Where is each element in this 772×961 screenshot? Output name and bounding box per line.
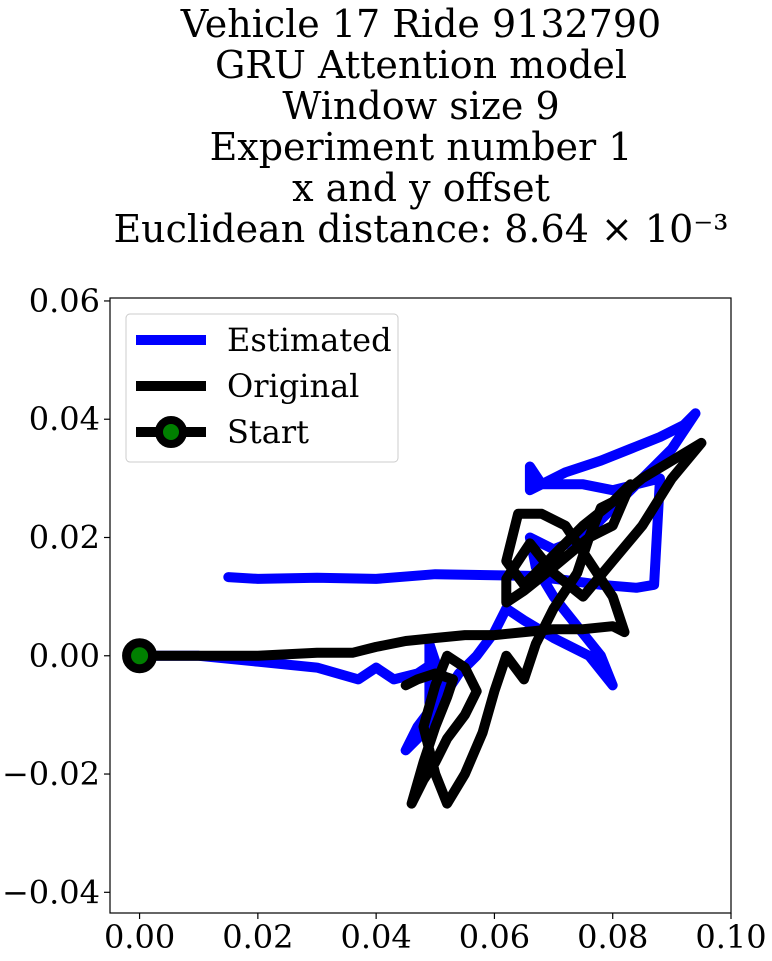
y-tick-label: 0.00: [29, 637, 100, 675]
x-axis: 0.00 0.02 0.04 0.06 0.08 0.10: [104, 913, 767, 956]
plot-lines: [122, 408, 707, 809]
y-tick-label: 0.06: [29, 282, 100, 320]
series-line-estimated: [134, 408, 701, 756]
title-line: GRU Attention model: [215, 43, 627, 87]
series-line-original: [134, 437, 707, 809]
start-marker: [122, 638, 158, 674]
title-line: Euclidean distance: 8.64 × 10⁻³: [113, 207, 728, 251]
y-tick-label: 0.04: [29, 400, 100, 438]
x-tick-label: 0.06: [459, 918, 530, 956]
title-line: Vehicle 17 Ride 9132790: [180, 2, 661, 46]
title-line: x and y offset: [292, 166, 550, 210]
x-tick-label: 0.02: [222, 918, 293, 956]
title-line: Experiment number 1: [210, 125, 633, 169]
x-tick-label: 0.10: [695, 918, 766, 956]
legend-label: Estimated: [227, 321, 392, 359]
legend: Estimated Original Start: [125, 313, 399, 463]
title-line: Window size 9: [282, 84, 559, 128]
x-tick-label: 0.00: [104, 918, 175, 956]
legend-box: [125, 313, 399, 463]
legend-start-marker: [155, 416, 187, 448]
x-tick-label: 0.08: [577, 918, 648, 956]
y-tick-label: −0.02: [2, 755, 100, 793]
y-tick-label: −0.04: [2, 873, 100, 911]
x-tick-label: 0.04: [341, 918, 412, 956]
y-axis: −0.04 −0.02 0.00 0.02 0.04 0.06: [2, 282, 110, 911]
y-tick-label: 0.02: [29, 518, 100, 556]
legend-label: Start: [227, 413, 309, 451]
legend-label: Original: [227, 367, 359, 405]
axes-frame: [109, 297, 732, 914]
